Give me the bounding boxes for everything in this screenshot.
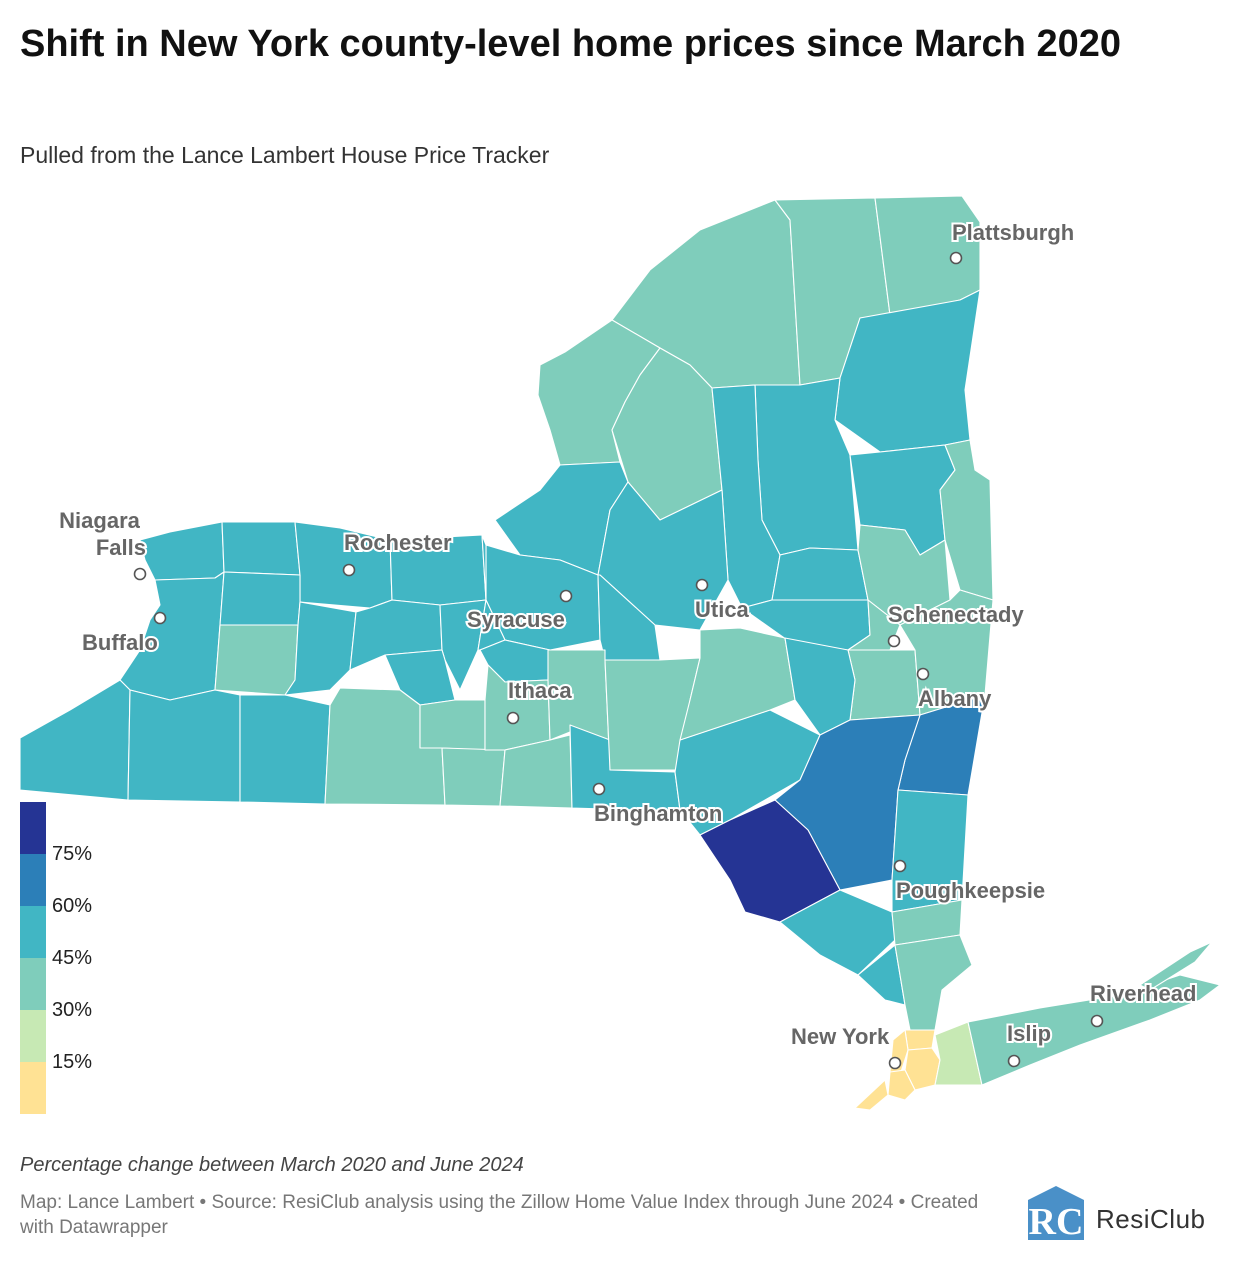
county-chautauqua[interactable] xyxy=(19,679,131,801)
county-layer[interactable] xyxy=(19,195,1221,1111)
county-bronx[interactable] xyxy=(904,1029,936,1051)
city-new-york[interactable]: New York xyxy=(789,1022,902,1070)
city-ithaca[interactable]: Ithaca xyxy=(506,676,574,725)
city-label: Syracuse xyxy=(467,607,565,632)
city-label: Niagara Falls xyxy=(59,508,146,560)
city-label: Schenectady xyxy=(888,602,1024,627)
legend-swatch xyxy=(20,1010,46,1062)
city-label: Buffalo xyxy=(82,630,158,655)
county-niagara[interactable] xyxy=(139,521,225,581)
city-dot xyxy=(133,567,147,581)
legend-swatch xyxy=(20,1062,46,1114)
city-label: Utica xyxy=(695,597,750,622)
color-legend: 75% 60% 45% 30% 15% xyxy=(20,802,140,1114)
legend-label: 75% xyxy=(52,843,93,865)
city-label: Riverhead xyxy=(1090,981,1196,1006)
city-dot xyxy=(695,578,709,592)
city-rochester[interactable]: Rochester xyxy=(342,528,454,577)
city-schenectady[interactable]: Schenectady xyxy=(886,600,1026,648)
city-label: Islip xyxy=(1007,1021,1051,1046)
legend-label: 45% xyxy=(52,947,93,969)
county-fulton[interactable] xyxy=(771,547,869,601)
county-chemung[interactable] xyxy=(441,747,506,807)
city-dot xyxy=(893,859,907,873)
city-label: Albany xyxy=(918,686,992,711)
city-syracuse[interactable]: Syracuse xyxy=(465,589,573,634)
county-clinton[interactable] xyxy=(874,195,981,316)
city-dot xyxy=(888,1056,902,1070)
county-suffolk-north-fork[interactable] xyxy=(1139,941,1213,991)
county-schuyler[interactable] xyxy=(419,699,486,751)
city-dot xyxy=(916,667,930,681)
county-staten-island[interactable] xyxy=(854,1079,889,1111)
city-riverhead[interactable]: Riverhead xyxy=(1088,979,1198,1028)
legend-swatch xyxy=(20,906,46,958)
city-dot xyxy=(1007,1054,1021,1068)
legend-swatch xyxy=(20,802,46,854)
county-westchester[interactable] xyxy=(894,934,973,1031)
county-albany[interactable] xyxy=(847,649,921,721)
city-markers: Plattsburgh Niagara Falls Rochester Buff… xyxy=(57,218,1198,1070)
city-label: Poughkeepsie xyxy=(896,878,1045,903)
city-dot xyxy=(559,589,573,603)
chart-subtitle: Pulled from the Lance Lambert House Pric… xyxy=(20,142,550,168)
county-orleans[interactable] xyxy=(221,521,301,576)
city-dot xyxy=(949,251,963,265)
city-niagara-falls[interactable]: Niagara Falls xyxy=(57,506,148,581)
county-wyoming[interactable] xyxy=(214,624,299,696)
city-dot xyxy=(153,611,167,625)
legend-swatch xyxy=(20,958,46,1010)
map-note: Percentage change between March 2020 and… xyxy=(20,1154,524,1176)
ny-county-map[interactable]: Plattsburgh Niagara Falls Rochester Buff… xyxy=(0,180,1240,1140)
county-nassau[interactable] xyxy=(934,1021,983,1086)
county-genesee[interactable] xyxy=(219,571,301,626)
county-allegany[interactable] xyxy=(239,694,331,805)
resiclub-logo[interactable]: RC ResiClub xyxy=(1024,1184,1224,1244)
county-greene[interactable] xyxy=(784,637,856,736)
city-dot xyxy=(592,782,606,796)
city-plattsburgh[interactable]: Plattsburgh xyxy=(949,218,1076,265)
city-label: Binghamton xyxy=(594,801,722,826)
source-footer: Map: Lance Lambert • Source: ResiClub an… xyxy=(20,1192,979,1238)
city-islip[interactable]: Islip xyxy=(1005,1019,1053,1068)
city-poughkeepsie[interactable]: Poughkeepsie xyxy=(893,859,1047,905)
city-binghamton[interactable]: Binghamton xyxy=(592,782,724,828)
city-dot xyxy=(1090,1014,1104,1028)
chart-title: Shift in New York county-level home pric… xyxy=(20,23,1121,65)
city-albany[interactable]: Albany xyxy=(916,667,994,713)
city-dot xyxy=(342,563,356,577)
county-livingston[interactable] xyxy=(284,601,357,696)
logo-mark: RC xyxy=(1029,1201,1084,1243)
city-utica[interactable]: Utica xyxy=(693,578,752,624)
city-label: Plattsburgh xyxy=(952,220,1074,245)
county-brooklyn[interactable] xyxy=(887,1069,916,1101)
city-label-line-2: Falls xyxy=(96,535,146,560)
county-rensselaer[interactable] xyxy=(899,589,994,716)
logo-icon: RC xyxy=(1028,1186,1084,1243)
logo-text: ResiClub xyxy=(1096,1204,1206,1234)
city-dot xyxy=(506,711,520,725)
city-label: Ithaca xyxy=(508,678,572,703)
city-dot xyxy=(887,634,901,648)
city-label: New York xyxy=(791,1024,890,1049)
city-label-line-1: Niagara xyxy=(59,508,140,533)
county-suffolk[interactable] xyxy=(967,974,1221,1086)
legend-label: 60% xyxy=(52,895,93,917)
city-label: Rochester xyxy=(344,530,452,555)
county-cattaraugus[interactable] xyxy=(127,689,241,803)
legend-swatch xyxy=(20,854,46,906)
legend-label: 30% xyxy=(52,999,93,1021)
city-buffalo[interactable]: Buffalo xyxy=(80,611,167,657)
legend-label: 15% xyxy=(52,1051,93,1073)
